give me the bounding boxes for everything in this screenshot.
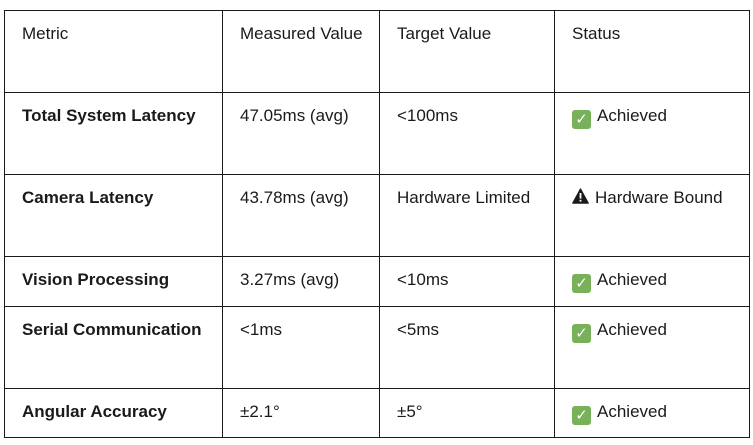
status-label: Achieved <box>597 320 667 339</box>
table-row: Serial Communication <1ms <5ms ✓ Achieved <box>4 306 750 389</box>
table-row: Total System Latency 47.05ms (avg) <100m… <box>4 92 750 175</box>
target-value-cell: ±5° <box>379 388 555 438</box>
metric-cell: Vision Processing <box>4 256 223 307</box>
status-label: Achieved <box>597 270 667 289</box>
measured-value-cell: 3.27ms (avg) <box>222 256 380 307</box>
target-value-cell: <10ms <box>379 256 555 307</box>
column-header-status: Status <box>554 10 750 93</box>
column-header-metric: Metric <box>4 10 223 93</box>
check-icon: ✓ <box>572 110 591 129</box>
table-row: Camera Latency 43.78ms (avg) Hardware Li… <box>4 174 750 257</box>
status-label: Achieved <box>597 402 667 421</box>
status-cell: ✓ Achieved <box>554 306 750 389</box>
table-row: Vision Processing 3.27ms (avg) <10ms ✓ Ac… <box>4 256 750 307</box>
target-value-cell: <5ms <box>379 306 555 389</box>
column-header-measured-value: Measured Value <box>222 10 380 93</box>
status-label: Achieved <box>597 106 667 125</box>
measured-value-cell: <1ms <box>222 306 380 389</box>
status-cell: ✓ Achieved <box>554 92 750 175</box>
check-icon: ✓ <box>572 274 591 293</box>
measured-value-cell: 47.05ms (avg) <box>222 92 380 175</box>
status-cell: Hardware Bound <box>554 174 750 257</box>
check-icon: ✓ <box>572 406 591 425</box>
metric-cell: Angular Accuracy <box>4 388 223 438</box>
status-cell: ✓ Achieved <box>554 388 750 438</box>
metrics-table: Metric Measured Value Target Value Statu… <box>4 10 750 438</box>
check-icon: ✓ <box>572 324 591 343</box>
column-header-target-value: Target Value <box>379 10 555 93</box>
status-cell: ✓ Achieved <box>554 256 750 307</box>
metric-cell: Total System Latency <box>4 92 223 175</box>
metric-cell: Camera Latency <box>4 174 223 257</box>
measured-value-cell: ±2.1° <box>222 388 380 438</box>
target-value-cell: <100ms <box>379 92 555 175</box>
measured-value-cell: 43.78ms (avg) <box>222 174 380 257</box>
table-header-row: Metric Measured Value Target Value Statu… <box>4 10 750 93</box>
table-row: Angular Accuracy ±2.1° ±5° ✓ Achieved <box>4 388 750 438</box>
status-label: Hardware Bound <box>595 188 723 207</box>
metric-cell: Serial Communication <box>4 306 223 389</box>
warning-icon <box>572 188 589 204</box>
target-value-cell: Hardware Limited <box>379 174 555 257</box>
